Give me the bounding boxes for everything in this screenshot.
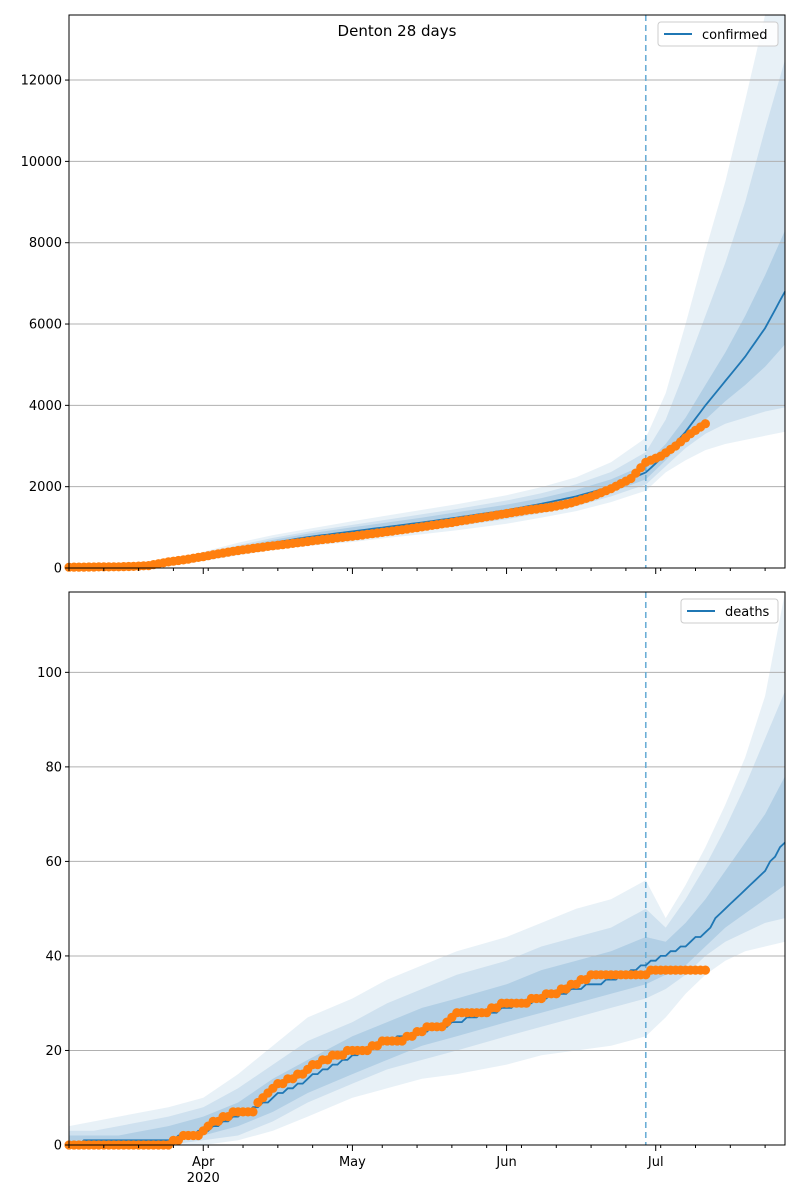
deaths-y-tick-label: 60 xyxy=(45,855,62,870)
deaths-plot-frame xyxy=(68,591,786,1146)
deaths-legend: deaths xyxy=(680,598,779,624)
confirmed-band-inner xyxy=(69,230,785,568)
x-tick-label: Apr xyxy=(192,1155,215,1170)
deaths-band-outer xyxy=(69,592,785,1145)
confirmed-observed-point xyxy=(700,419,711,429)
deaths-points xyxy=(64,965,711,1150)
deaths-y-tick-label: 0 xyxy=(54,1139,62,1154)
x-tick-year-label: 2020 xyxy=(187,1171,220,1186)
confirmed-bands xyxy=(69,15,785,568)
confirmed-points xyxy=(64,419,711,572)
confirmed-y-ticks: 0 2000 4000 6000 8000 10000 12000 xyxy=(21,74,69,577)
confirmed-panel: 0 2000 4000 6000 8000 10000 12000 Denton 28 da… xyxy=(21,14,786,577)
deaths-grid xyxy=(69,592,785,1145)
deaths-band-middle xyxy=(69,691,785,1145)
deaths-y-tick-label: 80 xyxy=(45,760,62,775)
confirmed-y-tick-label: 8000 xyxy=(29,236,62,251)
deaths-y-tick-label: 20 xyxy=(45,1044,62,1059)
deaths-observed-point xyxy=(248,1107,258,1117)
deaths-y-tick-label: 100 xyxy=(37,666,62,681)
confirmed-legend-box xyxy=(657,21,779,47)
confirmed-plot-frame xyxy=(68,14,786,569)
confirmed-y-tick-label: 2000 xyxy=(29,480,62,495)
x-tick-label: Jun xyxy=(495,1155,516,1170)
deaths-band-inner xyxy=(69,776,785,1145)
confirmed-x-ticks xyxy=(68,568,766,574)
confirmed-legend: confirmed xyxy=(657,21,779,47)
confirmed-y-tick-label: 0 xyxy=(54,562,62,577)
deaths-y-ticks: 0 20 40 60 80 100 xyxy=(37,666,69,1154)
deaths-bands xyxy=(69,592,785,1145)
confirmed-legend-label: confirmed xyxy=(702,28,768,43)
chart-title: Denton 28 days xyxy=(338,22,457,40)
x-tick-label: May xyxy=(339,1155,366,1170)
x-tick-label: Jul xyxy=(647,1155,664,1170)
confirmed-grid xyxy=(69,15,785,568)
confirmed-y-tick-label: 6000 xyxy=(29,318,62,333)
confirmed-y-tick-label: 10000 xyxy=(21,155,62,170)
confirmed-y-tick-label: 12000 xyxy=(21,74,62,89)
deaths-legend-box xyxy=(680,598,779,624)
deaths-observed-point xyxy=(700,965,711,975)
deaths-y-tick-label: 40 xyxy=(45,949,62,964)
deaths-legend-label: deaths xyxy=(725,605,770,620)
confirmed-y-tick-label: 4000 xyxy=(29,399,62,414)
